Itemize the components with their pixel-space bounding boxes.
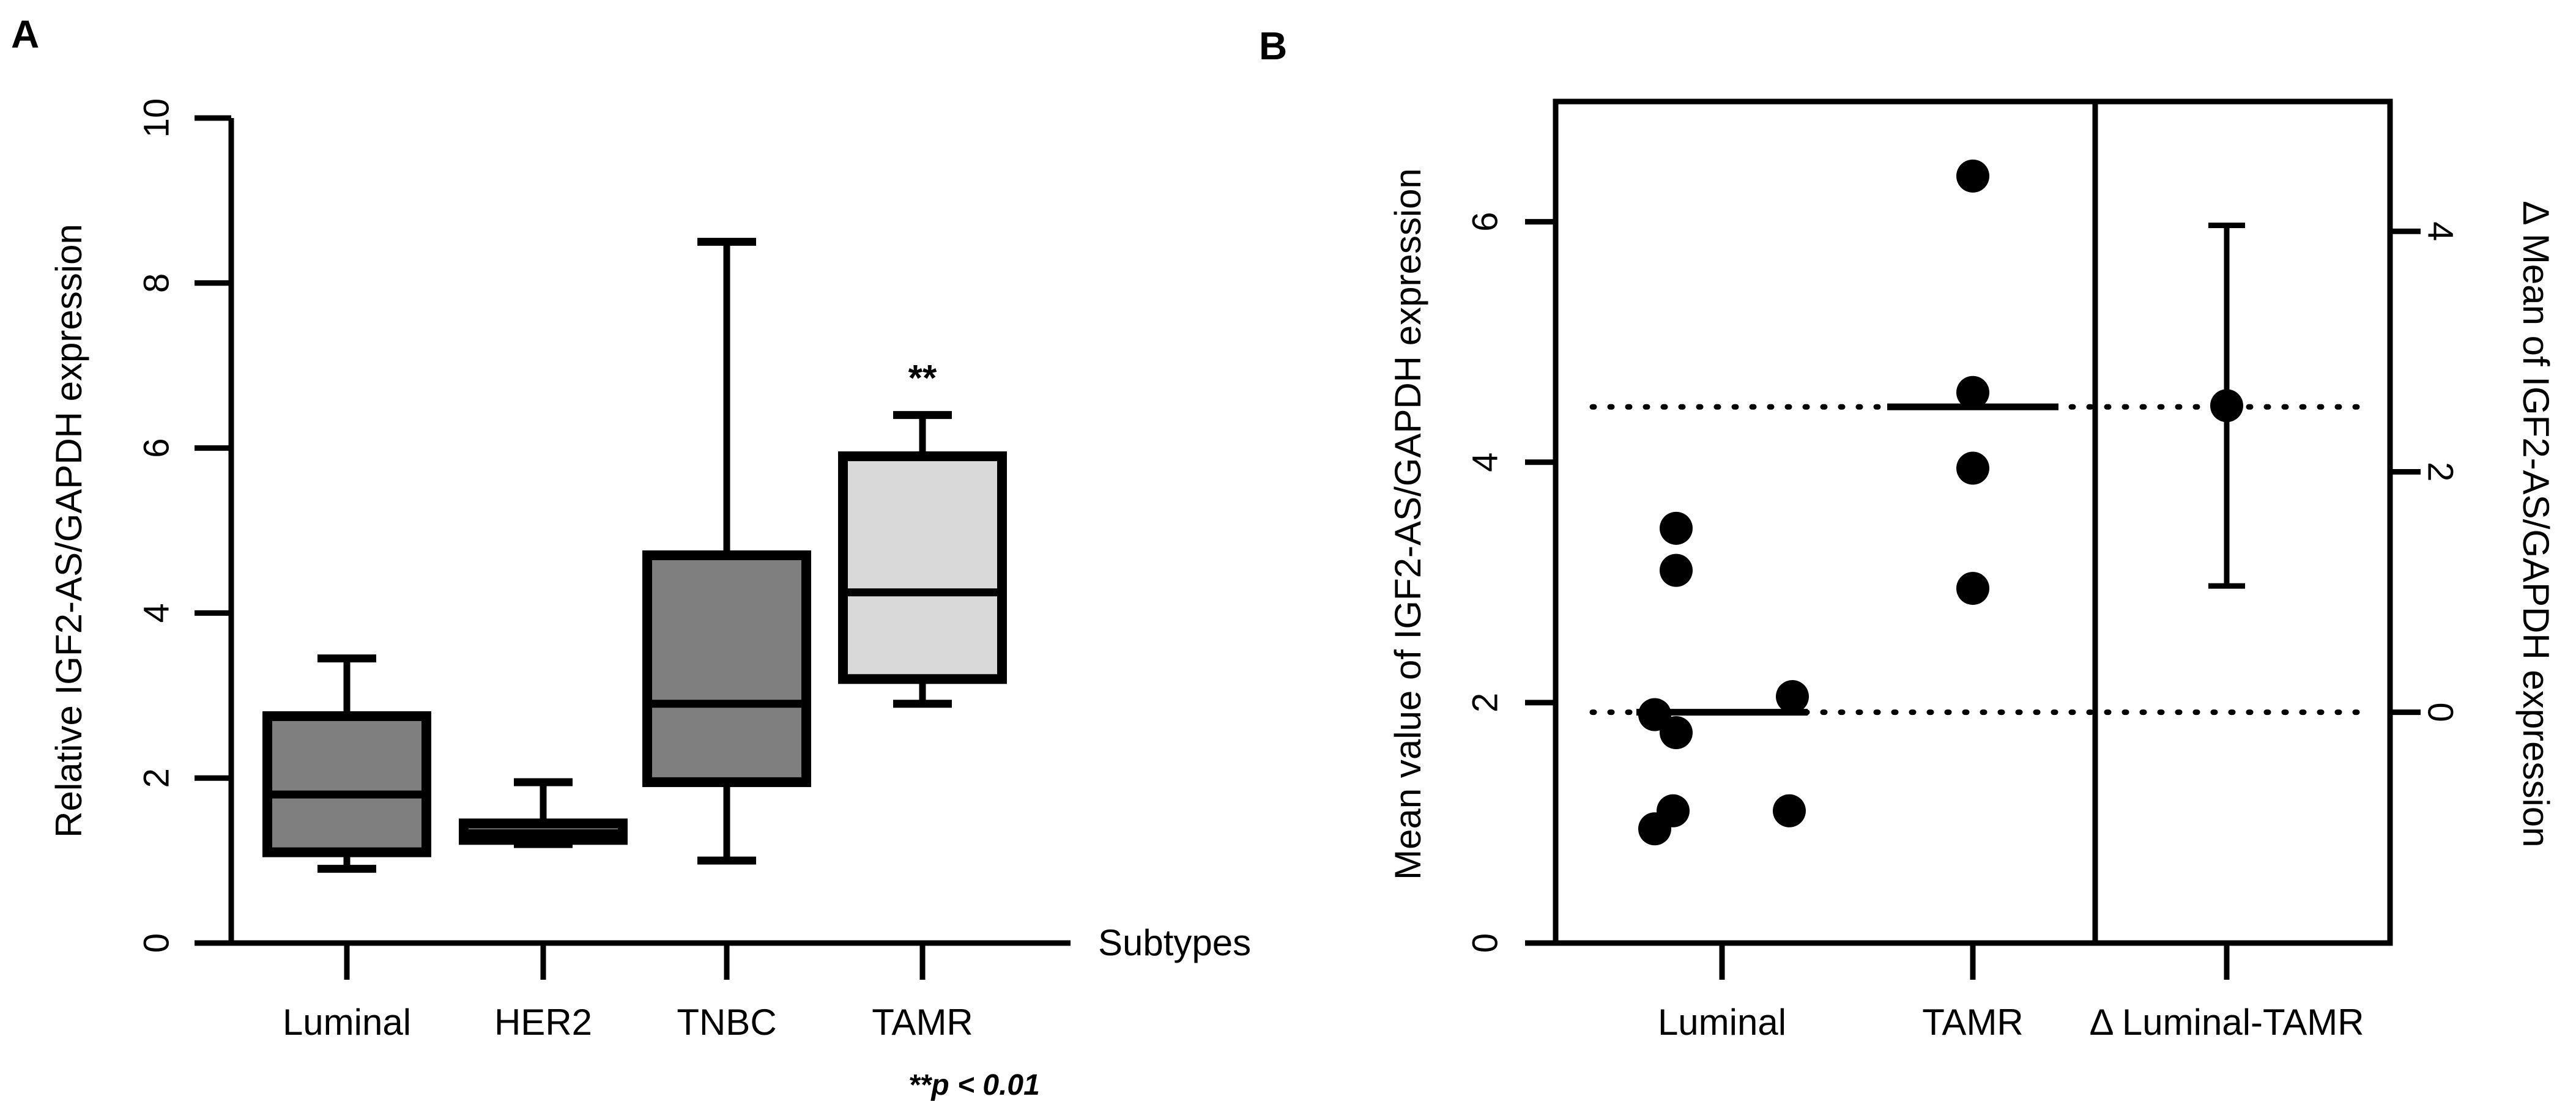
point-luminal [1660, 553, 1693, 587]
panel-b-category-labels: Luminal TAMR Δ Luminal-TAMR [1658, 1002, 2364, 1043]
y-tick-label: 4 [1465, 453, 1505, 472]
category-label-luminal: Luminal [283, 1002, 411, 1043]
point-luminal [1776, 680, 1809, 714]
category-label-her2: HER2 [494, 1002, 592, 1043]
difference-point [2210, 389, 2243, 423]
point-luminal [1657, 794, 1690, 827]
panel-b-y-ticks-left: 0 2 4 6 [1465, 212, 1556, 953]
y-tick-label: 8 [136, 273, 176, 293]
box-tnbc [642, 550, 811, 787]
right-y-tick-label: 2 [2421, 462, 2460, 481]
box-tamr [838, 451, 1007, 684]
y-tick-label: 0 [1465, 933, 1505, 953]
y-tick-label: 0 [136, 933, 176, 953]
significance-stars: ** [908, 358, 937, 399]
panel-a-category-labels: Luminal HER2 TNBC TAMR [283, 943, 973, 1043]
point-tamr [1956, 376, 1989, 409]
panel-a: A 0 2 4 6 8 10 Luminal HER2 TNBC TAMR ** Relativ… [11, 12, 1251, 1101]
point-tamr [1956, 451, 1989, 485]
y-tick-label: 2 [1465, 693, 1505, 712]
panel-b-mean-reference-lines [1589, 404, 2375, 716]
category-label-tamr: TAMR [872, 1002, 973, 1043]
panel-b-y-ticks-right: 0 2 4 [2390, 221, 2460, 722]
category-label-luminal-tamr: Δ Luminal-TAMR [2089, 1002, 2364, 1043]
point-luminal [1773, 794, 1806, 827]
right-y-tick-label: 0 [2421, 702, 2460, 722]
panel-a-y-ticks: 0 2 4 6 8 10 [136, 98, 231, 953]
point-tamr [1956, 159, 1989, 193]
panel-b-difference [2208, 222, 2245, 589]
panel-b-x-ticks [1719, 943, 2230, 980]
panel-a-x-axis-title: Subtypes [1098, 922, 1251, 963]
point-luminal [1660, 511, 1693, 545]
point-tamr [1956, 572, 1989, 605]
panel-a-label: A [11, 12, 39, 56]
y-tick-label: 6 [1465, 212, 1505, 231]
y-tick-label: 6 [136, 438, 176, 457]
category-label-luminal: Luminal [1658, 1002, 1786, 1043]
y-tick-label: 4 [136, 603, 176, 623]
panel-b-points [1636, 159, 2058, 846]
panel-b-y-axis-title-right: Δ Mean of IGF2-AS/GAPDH expression [2515, 201, 2556, 847]
panel-a-y-axis-title: Relative IGF2-AS/GAPDH expression [48, 224, 89, 838]
panel-b: B 0 2 4 6 0 2 4 Luminal TAMR Δ Luminal-TAMR Mea… [1259, 24, 2556, 1043]
right-y-tick-label: 4 [2421, 221, 2460, 241]
panel-a-boxes [262, 237, 1007, 873]
panel-b-label: B [1259, 24, 1287, 68]
panel-b-y-axis-title: Mean value of IGF2-AS/GAPDH expression [1387, 168, 1428, 880]
y-tick-label: 10 [136, 98, 176, 138]
y-tick-label: 2 [136, 768, 176, 788]
category-label-tnbc: TNBC [677, 1002, 776, 1043]
category-label-tamr: TAMR [1922, 1002, 2024, 1043]
box-luminal [262, 711, 431, 857]
p-value-footnote: **p < 0.01 [908, 1069, 1040, 1101]
